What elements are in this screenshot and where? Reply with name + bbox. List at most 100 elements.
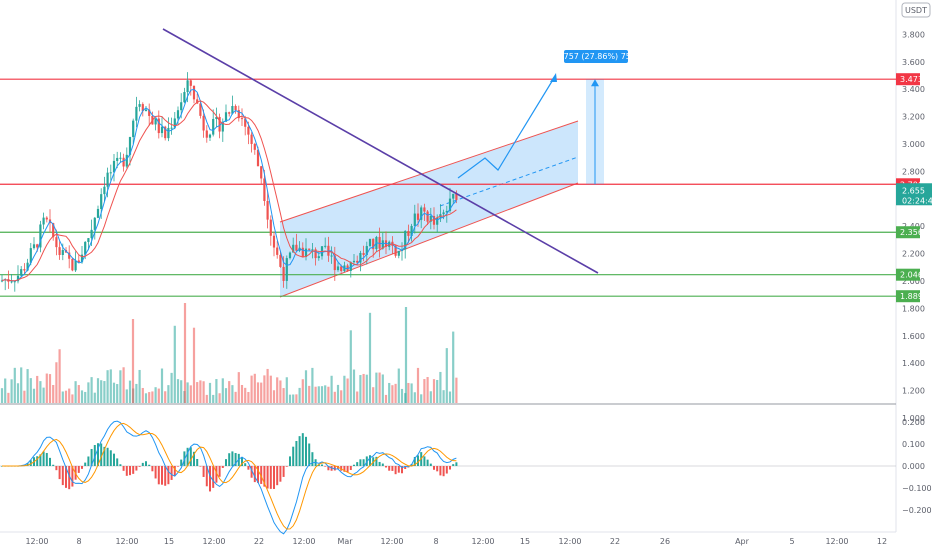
volume-bar (436, 379, 439, 403)
macd-histogram-bar (234, 453, 237, 466)
candle-body (260, 166, 263, 179)
candle-body (141, 104, 144, 112)
time-tick-label: 12:00 (558, 537, 581, 546)
candle-body (77, 260, 80, 263)
candle-body (13, 281, 16, 283)
candle-body (125, 154, 128, 167)
volume-bar (276, 377, 279, 403)
macd-histogram-bar (433, 466, 435, 470)
time-tick-label: 12:00 (25, 537, 48, 546)
volume-bar (196, 382, 199, 403)
candle-body (407, 230, 410, 236)
volume-bar (330, 375, 333, 403)
candle-body (336, 266, 340, 271)
volume-bar (400, 388, 404, 403)
macd-tick-label: −0.200 (902, 506, 932, 515)
price-tick-label: 3.600 (902, 58, 925, 67)
volume-bar (10, 379, 13, 403)
candle-body (208, 134, 212, 138)
volume-bar (311, 367, 314, 403)
volume-bar (279, 380, 282, 403)
candle-body (416, 213, 420, 220)
macd-histogram-bar (170, 466, 173, 480)
candle-body (218, 116, 221, 132)
candle-body (26, 262, 29, 271)
candle-body (42, 217, 45, 225)
macd-histogram-bar (359, 459, 362, 466)
level-tag (896, 290, 920, 303)
volume-bar (340, 390, 343, 403)
candle-body (96, 208, 100, 218)
macd-histogram-bar (263, 466, 266, 487)
macd-histogram-bar (247, 466, 250, 470)
volume-bar (439, 371, 442, 403)
volume-bar (189, 385, 192, 403)
candle-body (272, 235, 276, 248)
candle-body (170, 127, 173, 129)
candle-body (32, 244, 36, 249)
volume-bar (32, 388, 36, 403)
macd-histogram-bar (215, 466, 218, 483)
candle-body (269, 219, 272, 236)
macd-histogram-bar (196, 458, 199, 466)
level-tag (896, 268, 920, 281)
macd-histogram-bar (308, 443, 311, 466)
candle-body (247, 126, 250, 135)
horizontal-levels[interactable] (0, 78, 896, 297)
volume-bar (116, 384, 119, 403)
macd-histogram-bar (276, 466, 279, 486)
currency-badge[interactable]: USDT (901, 2, 931, 18)
descending-trendline[interactable] (162, 28, 599, 274)
volume-bar (180, 380, 183, 403)
volume-bar (356, 391, 359, 403)
macd-histogram-bar (439, 466, 442, 476)
candle-body (224, 112, 228, 122)
volume-bar (231, 385, 234, 403)
macd-histogram-bar (36, 456, 39, 466)
macd-histogram-bar (317, 464, 320, 466)
candle-body (135, 106, 138, 121)
volume-bar (128, 380, 132, 403)
volume-bar (80, 390, 84, 403)
time-tick-label: Mar (337, 537, 353, 546)
volume-bar (192, 327, 196, 403)
candle-body (154, 118, 157, 125)
volume-bar (362, 373, 365, 403)
volume-bar (320, 386, 324, 403)
macd-axis: 0.200 0.100 0.000 −0.100 −0.200 (902, 418, 932, 515)
macd-histogram-bar (180, 459, 183, 466)
countdown-label: 02:24:40 (902, 196, 932, 205)
macd-histogram-bar (177, 466, 179, 467)
volume-bar (343, 375, 346, 403)
projection-path[interactable] (457, 77, 555, 179)
macd-histogram-bar (241, 456, 243, 466)
macd-histogram-bar (244, 463, 247, 466)
macd-histogram-bar (61, 466, 64, 486)
price-tick-label: 2.800 (902, 167, 925, 176)
macd-histogram-bar (93, 445, 96, 466)
macd-histogram-bar (193, 451, 195, 466)
parallel-channel[interactable] (280, 121, 578, 297)
signal-line (2, 422, 457, 530)
macd-histogram-bar (135, 466, 138, 471)
candle-body (90, 229, 93, 239)
macd-histogram-bar (257, 466, 259, 483)
candle-body (304, 248, 308, 258)
candle-body (340, 266, 343, 271)
volume-bar (173, 325, 176, 403)
channel-lower-line (279, 182, 579, 298)
price-tick-label: 1.200 (902, 387, 925, 396)
volume-bar (202, 381, 205, 403)
macd-histogram-bar (132, 466, 135, 474)
macd-histogram-bar (205, 466, 208, 487)
level-tag-label: 2.046 (900, 271, 923, 280)
volume-bar (157, 388, 160, 403)
macd-histogram-bar (452, 464, 455, 466)
candle-body (103, 186, 106, 195)
macd-histogram-bar (388, 466, 391, 471)
macd-histogram-bar (71, 466, 74, 487)
volume-bar (68, 388, 71, 403)
macd-histogram-bar (237, 453, 240, 466)
macd-histogram-bar (173, 466, 176, 476)
